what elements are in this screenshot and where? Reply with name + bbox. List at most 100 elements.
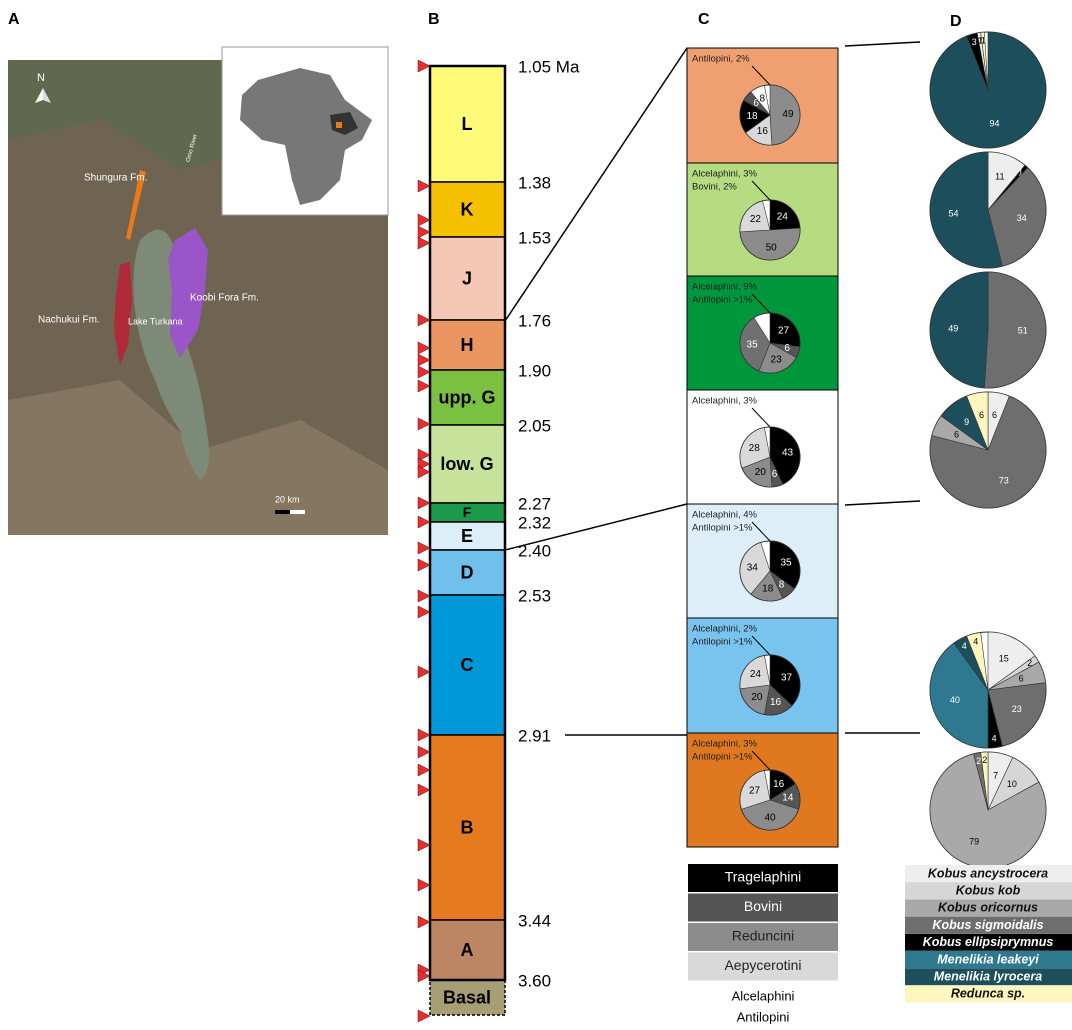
sample-marker	[417, 541, 431, 555]
pie-slice	[980, 751, 989, 811]
slice-label: 4	[962, 641, 967, 651]
unit-label: A	[461, 940, 474, 960]
sample-marker	[417, 838, 431, 852]
pie-slice	[739, 227, 801, 261]
sample-marker	[417, 59, 431, 73]
pie-note: Bovini, 2%	[692, 182, 737, 193]
slice-label: 20	[755, 467, 767, 478]
sample-marker	[417, 496, 431, 510]
pointer-arrow	[751, 180, 771, 201]
north-arrow	[43, 88, 51, 103]
pointer-arrow	[751, 407, 771, 428]
unit-label: D	[461, 562, 474, 582]
pie-slice	[739, 317, 771, 372]
legend-label: Antilopini	[737, 1009, 790, 1024]
sample-marker	[417, 878, 431, 892]
sample-marker	[417, 783, 431, 797]
sample-marker	[417, 341, 431, 355]
sample-marker	[417, 665, 431, 679]
age-label: 1.53	[518, 228, 551, 247]
legend-label: Kobus ancystrocera	[928, 866, 1048, 880]
pointer-arrow	[751, 293, 771, 314]
legend-swatch	[688, 864, 838, 892]
pie-slice	[929, 151, 1003, 269]
legend-swatch	[905, 865, 1072, 882]
slice-label: 94	[990, 119, 1000, 129]
slice-label: 35	[780, 557, 792, 568]
pie-note: Alcelaphini, 4%	[692, 510, 758, 521]
slice-label: 6	[1019, 674, 1024, 684]
ethiopia-inset	[330, 112, 358, 135]
legend-swatch	[688, 923, 838, 951]
pie-slice	[739, 427, 771, 469]
unit-label: L	[462, 114, 473, 134]
slice-label: 24	[750, 669, 762, 680]
slice-label: 8	[779, 580, 785, 591]
slice-label: 6	[992, 410, 997, 420]
slice-label: 2	[982, 755, 987, 765]
age-label: 1.76	[518, 311, 551, 330]
scale-label: 20 km	[275, 494, 300, 504]
pie-note: Antilopini >1%	[692, 295, 753, 306]
legend-label: Reduncini	[732, 928, 794, 944]
pie-slice	[739, 684, 771, 715]
legend-swatch	[905, 968, 1072, 986]
age-label: 3.60	[518, 971, 551, 990]
north-arrow	[35, 88, 43, 103]
pie-note: Antilopini, 2%	[692, 54, 750, 65]
pie-note: Antilopini >1%	[692, 637, 753, 648]
sample-marker	[417, 179, 431, 193]
slice-label: 51	[1018, 325, 1028, 335]
slice-label: 16	[770, 697, 782, 708]
pie-slice	[739, 770, 771, 810]
slice-label: 6	[784, 343, 790, 354]
slice-label: 18	[762, 583, 774, 594]
pie-slice	[741, 456, 773, 488]
unit-label: C	[461, 655, 474, 675]
pie-slice	[750, 85, 771, 116]
sample-marker	[417, 365, 431, 379]
age-label: 1.90	[518, 361, 551, 380]
age-label: 2.53	[518, 586, 551, 605]
slice-label: 79	[969, 836, 979, 846]
slice-label: 6	[954, 430, 959, 440]
pie-slice	[984, 271, 1047, 389]
age-label: 1.38	[518, 173, 551, 192]
sample-marker	[417, 1009, 431, 1023]
unit-label: low. G	[440, 454, 493, 474]
connector	[844, 500, 921, 506]
pie-note: Alcelaphini, 3%	[692, 396, 758, 407]
pie-slice	[739, 655, 771, 690]
legend-label: Bovini	[744, 898, 782, 914]
slice-label: 73	[999, 475, 1009, 485]
pie-note: Alcelaphini, 2%	[692, 624, 758, 635]
slice-label: 16	[757, 126, 769, 137]
slice-label: 7	[993, 770, 998, 780]
connector	[844, 41, 921, 47]
slice-label: 14	[782, 792, 794, 803]
legend-label: Tragelaphini	[725, 869, 802, 885]
legend-label: Kobus ellipsiprymnus	[923, 935, 1054, 949]
nachukui-area	[114, 262, 132, 365]
pie-slice	[929, 753, 1047, 869]
sample-marker	[417, 745, 431, 759]
unit-label: Basal	[443, 987, 491, 1007]
unit-label: K	[461, 199, 474, 219]
pie-slice	[987, 631, 1036, 691]
pointer-arrow	[751, 750, 771, 771]
pointer-arrow	[751, 65, 771, 86]
slice-label: 2	[976, 756, 981, 766]
sample-marker	[417, 313, 431, 327]
slice-label: 27	[778, 326, 790, 337]
slice-label: 23	[771, 355, 783, 366]
age-label: 1.05 Ma	[518, 57, 580, 76]
slice-label: 6	[753, 98, 759, 109]
legend-swatch	[905, 951, 1072, 968]
connector	[504, 503, 688, 551]
pie-slice	[769, 426, 801, 485]
pie-note: Alcelaphini, 9%	[692, 282, 758, 293]
sample-marker	[417, 558, 431, 572]
koobi-fora-area	[168, 228, 208, 358]
pie-slice	[739, 200, 771, 233]
